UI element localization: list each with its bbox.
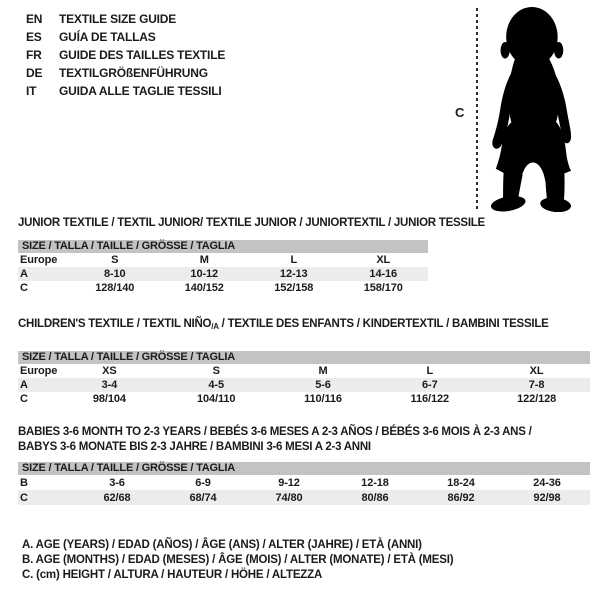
table-cell: 86/92 bbox=[447, 491, 475, 504]
row-label: A bbox=[20, 379, 28, 391]
row-label: C bbox=[20, 282, 28, 294]
table-cell: 62/68 bbox=[103, 491, 131, 504]
table-cell: XS bbox=[102, 365, 117, 377]
table-cell: 74/80 bbox=[275, 491, 303, 504]
title-line: BABYS 3-6 MONATE BIS 2-3 JAHRE / BAMBINI… bbox=[18, 441, 371, 453]
row-label: Europe bbox=[20, 254, 58, 266]
table-cell: 12-18 bbox=[361, 476, 389, 489]
row-label: C bbox=[20, 491, 28, 504]
table-cell: 18-24 bbox=[447, 476, 475, 489]
table-cell: 14-16 bbox=[369, 268, 398, 280]
language-code: ES bbox=[26, 30, 42, 44]
table-cell: 104/110 bbox=[196, 393, 236, 405]
children-table-title: CHILDREN'S TEXTILE / TEXTIL NIÑO/A / TEX… bbox=[18, 317, 549, 334]
list-item: DE TEXTILGRÖßENFÜHRUNG bbox=[26, 64, 225, 82]
guide-title: GUIDE DES TAILLES TEXTILE bbox=[59, 48, 226, 62]
table-row: C 98/104 104/110 110/116 116/122 122/128 bbox=[18, 392, 590, 406]
table-cell: 68/74 bbox=[189, 491, 217, 504]
table-cell: 158/170 bbox=[363, 282, 403, 294]
list-item: FR GUIDE DES TAILLES TEXTILE bbox=[26, 46, 225, 64]
babies-table-title: BABIES 3-6 MONTH TO 2-3 YEARS / BEBÉS 3-… bbox=[18, 425, 532, 455]
children-size-table: SIZE / TALLA / TAILLE / GRÖSSE / TAGLIA … bbox=[18, 351, 590, 406]
guide-title: TEXTILE SIZE GUIDE bbox=[59, 12, 177, 26]
height-measurement-figure: C bbox=[445, 4, 595, 216]
size-header-bar: SIZE / TALLA / TAILLE / GRÖSSE / TAGLIA bbox=[18, 240, 428, 253]
legend-line-c: C. (cm) HEIGHT / ALTURA / HAUTEUR / HÖHE… bbox=[22, 569, 323, 581]
row-label: Europe bbox=[20, 365, 58, 377]
table-cell: 3-6 bbox=[109, 476, 125, 489]
junior-table-title: JUNIOR TEXTILE / TEXTIL JUNIOR/ TEXTILE … bbox=[18, 217, 485, 229]
row-label: A bbox=[20, 268, 28, 280]
table-cell: 24-36 bbox=[533, 476, 561, 489]
table-cell: 6-9 bbox=[195, 476, 211, 489]
table-row: Europe S M L XL bbox=[18, 253, 428, 267]
table-cell: 98/104 bbox=[92, 393, 126, 405]
table-cell: L bbox=[290, 254, 298, 266]
row-label: B bbox=[20, 476, 28, 489]
table-cell: S bbox=[212, 365, 220, 377]
table-cell: M bbox=[318, 365, 328, 377]
list-item: ES GUÍA DE TALLAS bbox=[26, 28, 225, 46]
row-label: C bbox=[20, 393, 28, 405]
list-item: EN TEXTILE SIZE GUIDE bbox=[26, 10, 225, 28]
table-cell: 140/152 bbox=[184, 282, 224, 294]
guide-title: TEXTILGRÖßENFÜHRUNG bbox=[59, 66, 208, 80]
language-code: FR bbox=[26, 48, 42, 62]
table-cell: M bbox=[199, 254, 209, 266]
table-cell: L bbox=[426, 365, 434, 377]
table-row: Europe XS S M L XL bbox=[18, 364, 590, 378]
table-cell: 4-5 bbox=[208, 379, 224, 391]
table-cell: S bbox=[111, 254, 119, 266]
junior-size-table: SIZE / TALLA / TAILLE / GRÖSSE / TAGLIA … bbox=[18, 240, 428, 295]
language-guide-list: EN TEXTILE SIZE GUIDE ES GUÍA DE TALLAS … bbox=[26, 10, 225, 100]
title-text: / TEXTILE DES ENFANTS / KINDERTEXTIL / B… bbox=[218, 318, 549, 330]
table-cell: XL bbox=[529, 365, 544, 377]
table-cell: 6-7 bbox=[421, 379, 438, 391]
table-row: A 3-4 4-5 5-6 6-7 7-8 bbox=[18, 378, 590, 392]
language-code: IT bbox=[26, 84, 37, 98]
table-cell: 128/140 bbox=[95, 282, 135, 294]
title-line: BABIES 3-6 MONTH TO 2-3 YEARS / BEBÉS 3-… bbox=[18, 426, 532, 438]
table-cell: 116/122 bbox=[410, 393, 450, 405]
height-dashed-line bbox=[476, 8, 478, 211]
table-cell: XL bbox=[376, 254, 391, 266]
table-row: C 128/140 140/152 152/158 158/170 bbox=[18, 281, 428, 295]
measurement-legend: A. AGE (YEARS) / EDAD (AÑOS) / ÂGE (ANS)… bbox=[22, 538, 454, 583]
height-measure-label: C bbox=[455, 105, 465, 120]
size-header-bar: SIZE / TALLA / TAILLE / GRÖSSE / TAGLIA bbox=[18, 351, 590, 364]
table-row: C 62/68 68/74 74/80 80/86 86/92 92/98 bbox=[18, 490, 590, 505]
table-cell: 9-12 bbox=[278, 476, 300, 489]
table-cell: 122/128 bbox=[517, 393, 557, 405]
table-cell: 5-6 bbox=[315, 379, 331, 391]
legend-line-b: B. AGE (MONTHS) / EDAD (MESES) / ÂGE (MO… bbox=[22, 554, 454, 566]
legend-line-a: A. AGE (YEARS) / EDAD (AÑOS) / ÂGE (ANS)… bbox=[22, 539, 422, 551]
size-header-bar: SIZE / TALLA / TAILLE / GRÖSSE / TAGLIA bbox=[18, 462, 590, 475]
babies-size-table: SIZE / TALLA / TAILLE / GRÖSSE / TAGLIA … bbox=[18, 462, 590, 505]
language-code: DE bbox=[26, 66, 43, 80]
table-cell: 92/98 bbox=[533, 491, 561, 504]
table-cell: 8-10 bbox=[103, 268, 126, 280]
table-cell: 3-4 bbox=[101, 379, 118, 391]
baby-silhouette-icon bbox=[490, 7, 572, 212]
guide-title: GUÍA DE TALLAS bbox=[59, 30, 156, 44]
language-code: EN bbox=[26, 12, 43, 26]
table-cell: 10-12 bbox=[190, 268, 219, 280]
title-subscript: /A bbox=[211, 322, 219, 331]
table-cell: 152/158 bbox=[274, 282, 314, 294]
table-cell: 110/116 bbox=[304, 393, 342, 405]
table-cell: 80/86 bbox=[361, 491, 389, 504]
title-text: CHILDREN'S TEXTILE / TEXTIL NIÑO bbox=[18, 318, 212, 330]
guide-title: GUIDA ALLE TAGLIE TESSILI bbox=[59, 84, 222, 98]
table-cell: 12-13 bbox=[279, 268, 308, 280]
list-item: IT GUIDA ALLE TAGLIE TESSILI bbox=[26, 82, 225, 100]
table-cell: 7-8 bbox=[528, 379, 545, 391]
table-row: B 3-6 6-9 9-12 12-18 18-24 24-36 bbox=[18, 475, 590, 490]
table-row: A 8-10 10-12 12-13 14-16 bbox=[18, 267, 428, 281]
